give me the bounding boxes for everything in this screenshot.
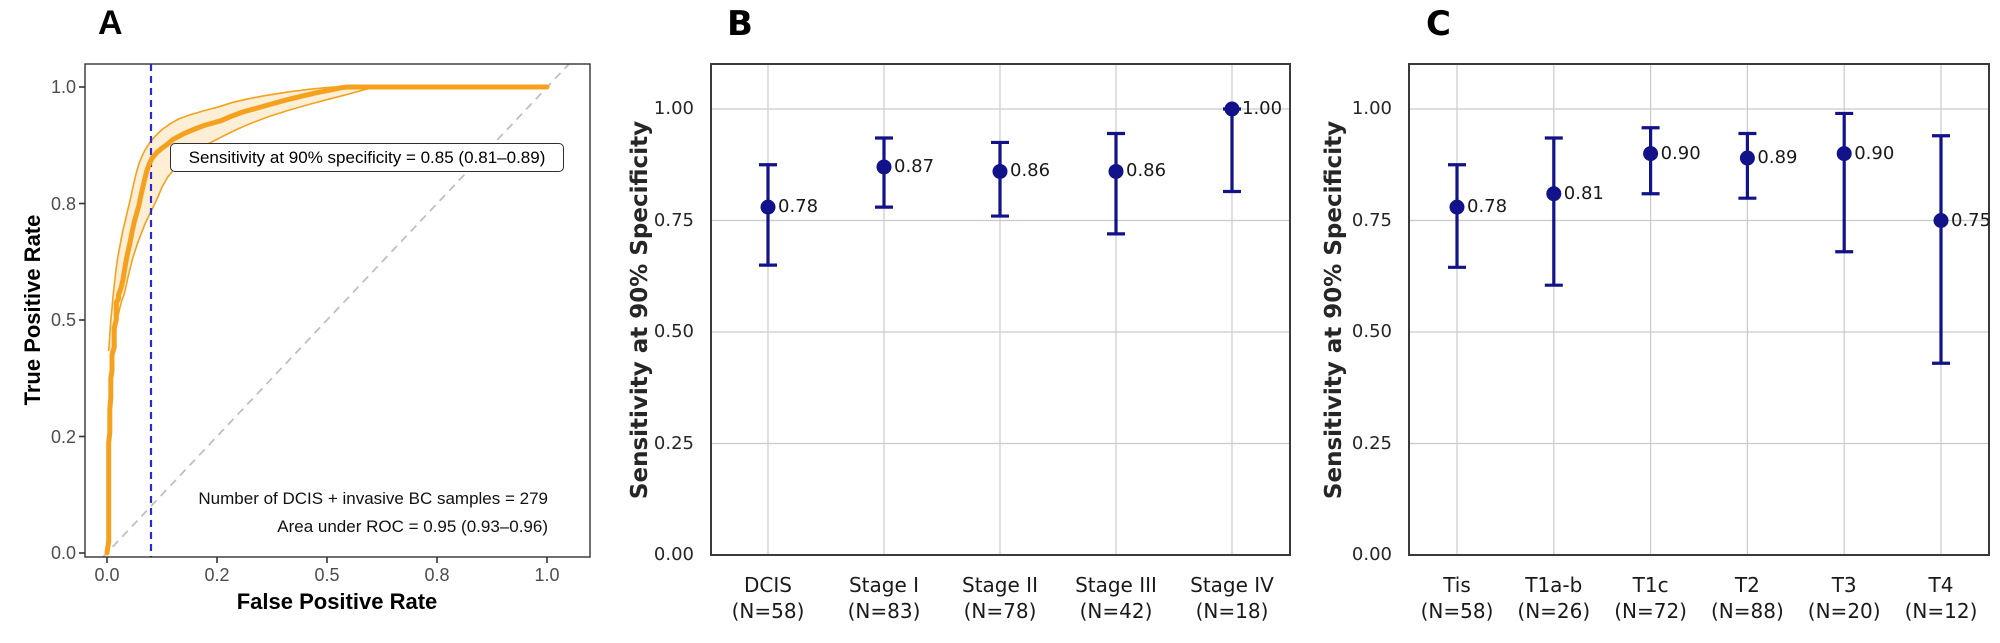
panel-a-border — [84, 63, 591, 558]
category-name: T2 — [1734, 573, 1760, 597]
panel-b-label: B — [727, 4, 753, 44]
y-tick-label: 1.0 — [50, 77, 76, 97]
category-n: (N=20) — [1807, 599, 1881, 623]
point-value-label: 0.90 — [1854, 142, 1895, 164]
point-value-label: 0.89 — [1757, 147, 1798, 169]
category-name: T1c — [1632, 573, 1669, 597]
x-tick-label: 0.2 — [204, 565, 230, 585]
point-t2 — [1739, 150, 1755, 166]
category-n: (N=42) — [1079, 599, 1153, 623]
point-value-label: 0.86 — [1010, 160, 1051, 182]
panel-c-y-axis-title: Sensitivity at 90% Specificity — [1321, 120, 1347, 500]
panel-border — [710, 63, 1291, 556]
roc-curve — [104, 84, 550, 556]
x-tick-label: 1.0 — [534, 565, 560, 585]
point-t1a-b — [1546, 186, 1562, 202]
category-name: Stage III — [1075, 573, 1157, 597]
category-n: (N=58) — [1420, 599, 1494, 623]
panel-a-x-axis-title: False Positive Rate — [236, 589, 438, 614]
category-n: (N=26) — [1517, 599, 1591, 623]
category-name: T3 — [1831, 573, 1857, 597]
y-tick-label: 0.25 — [1351, 432, 1392, 454]
panel-a-notes: Number of DCIS + invasive BC samples = 2… — [145, 485, 548, 540]
point-value-label: 0.90 — [1660, 142, 1701, 164]
category-label: T1c (N=72) — [1595, 572, 1707, 624]
y-tick-label: 0.25 — [653, 432, 694, 454]
point-value-label: 0.78 — [778, 196, 819, 218]
y-tick-label: 0.00 — [1351, 544, 1392, 565]
category-name: Stage I — [848, 573, 920, 597]
point-value-label: 0.75 — [1951, 209, 1992, 231]
note-auc: Area under ROC = 0.95 (0.93–0.96) — [277, 516, 548, 536]
sensitivity-annotation-box: Sensitivity at 90% specificity = 0.85 (0… — [170, 143, 564, 172]
y-tick-label: 0.75 — [1351, 209, 1392, 231]
category-n: (N=72) — [1614, 599, 1687, 623]
note-n-samples: Number of DCIS + invasive BC samples = 2… — [198, 489, 548, 508]
category-name: T4 — [1928, 573, 1954, 597]
point-t3 — [1836, 146, 1852, 162]
category-label: T1a-b (N=26) — [1498, 572, 1610, 624]
point-value-label: 1.00 — [1242, 98, 1283, 119]
category-name: DCIS — [744, 573, 792, 597]
y-tick-label: 0.2 — [50, 426, 76, 447]
category-n: (N=12) — [1904, 599, 1978, 623]
y-tick-label: 0.0 — [50, 543, 76, 563]
y-tick-label: 1.00 — [1351, 98, 1392, 119]
category-label: T2 (N=88) — [1691, 572, 1803, 624]
point-stage-iii — [1108, 163, 1124, 179]
roc-ci-band — [108, 87, 547, 369]
category-name: Stage II — [962, 573, 1038, 597]
point-tis — [1449, 199, 1465, 215]
y-tick-label: 1.00 — [653, 98, 694, 119]
roc-ci-lower-line — [111, 86, 547, 369]
point-value-label: 0.86 — [1126, 160, 1167, 182]
category-n: (N=83) — [847, 599, 921, 623]
y-tick-label: 0.00 — [653, 544, 694, 565]
panel-c-label: C — [1426, 4, 1451, 44]
point-value-label: 0.87 — [894, 155, 935, 177]
x-tick-label: 0.8 — [424, 565, 450, 585]
point-value-label: 0.81 — [1563, 182, 1604, 204]
y-tick-label: 0.50 — [653, 321, 694, 342]
point-stage-i — [876, 159, 892, 175]
y-tick-label: 0.50 — [1351, 321, 1392, 342]
category-label: Stage I (N=83) — [819, 572, 949, 624]
category-n: (N=78) — [963, 599, 1037, 623]
panel-border — [1408, 63, 1990, 556]
point-value-label: 0.78 — [1467, 196, 1508, 218]
roc-ci-upper-line — [107, 86, 547, 352]
point-stage-ii — [992, 163, 1008, 179]
category-label: T3 (N=20) — [1788, 572, 1900, 624]
category-n: (N=58) — [731, 599, 805, 623]
category-label: Stage IV (N=18) — [1167, 572, 1297, 624]
point-t4 — [1933, 213, 1949, 228]
y-tick-label: 0.75 — [653, 209, 694, 231]
category-name: Stage IV — [1190, 573, 1274, 597]
category-name: Tis — [1443, 573, 1471, 597]
category-label: T4 (N=12) — [1885, 572, 1997, 624]
point-stage-iv — [1224, 101, 1240, 117]
category-n: (N=18) — [1195, 599, 1269, 623]
y-tick-label: 0.5 — [50, 310, 76, 330]
x-tick-label: 0.5 — [314, 565, 340, 585]
category-label: Stage II (N=78) — [935, 572, 1065, 624]
panel-a-label: A — [98, 4, 123, 42]
point-dcis — [760, 199, 776, 215]
y-tick-label: 0.8 — [50, 193, 76, 214]
category-n: (N=88) — [1711, 599, 1784, 623]
category-label: Stage III (N=42) — [1051, 572, 1181, 624]
category-label: DCIS (N=58) — [703, 572, 833, 624]
x-tick-label: 0.0 — [94, 565, 120, 585]
category-name: T1a-b — [1525, 573, 1583, 597]
category-label: Tis (N=58) — [1401, 572, 1513, 624]
point-t1c — [1643, 146, 1659, 162]
